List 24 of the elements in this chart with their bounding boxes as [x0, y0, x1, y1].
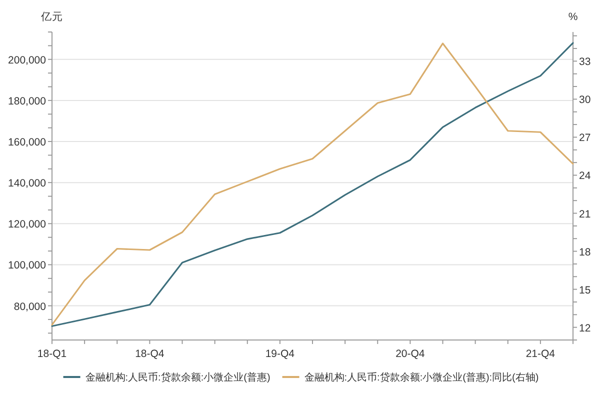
- y-tick-label: 180,000: [8, 95, 46, 108]
- y-tick-label: 200,000: [8, 54, 46, 66]
- x-tick-label: 18-Q4: [135, 348, 164, 360]
- y2-tick-label: 27: [579, 132, 591, 144]
- y-tick-label: 160,000: [8, 136, 46, 149]
- y2-axis-title: %: [568, 11, 578, 23]
- y-tick-label: 100,000: [8, 260, 46, 272]
- y2-tick-label: 33: [579, 56, 591, 68]
- x-tick-label: 19-Q4: [265, 348, 295, 360]
- y2-tick-label: 18: [579, 246, 591, 258]
- y-axis-title: 亿元: [40, 11, 63, 23]
- y-tick-label: 140,000: [8, 178, 46, 190]
- x-tick-label: 21-Q4: [526, 348, 556, 360]
- y-tick-label: 120,000: [8, 218, 46, 231]
- x-tick-label: 18-Q1: [37, 348, 67, 360]
- legend-label: 金融机构:人民币:贷款余额:小微企业(普惠): [85, 372, 270, 384]
- y-tick-label: 80,000: [14, 300, 46, 313]
- y2-tick-label: 15: [579, 284, 591, 296]
- y2-tick-label: 21: [579, 208, 591, 220]
- y2-tick-label: 30: [579, 94, 591, 106]
- x-tick-label: 20-Q4: [396, 348, 425, 360]
- y2-tick-label: 24: [579, 170, 591, 182]
- y2-tick-label: 12: [579, 322, 591, 334]
- legend-label: 金融机构:人民币:贷款余额:小微企业(普惠):同比(右轴): [304, 372, 539, 384]
